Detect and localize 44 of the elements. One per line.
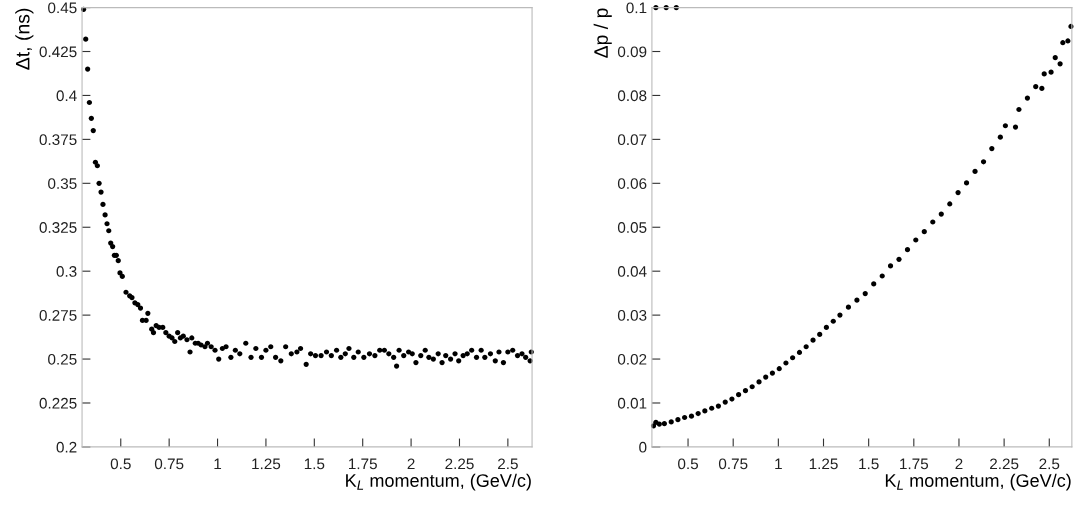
y-axis-title: Δt, (ns) [15, 8, 34, 70]
x-tick-label: 1.75 [900, 458, 929, 470]
x-tick-label: 2.5 [498, 458, 518, 470]
x-tick-label: 0.5 [678, 458, 699, 470]
y-tick-label: 0.03 [617, 309, 647, 321]
y-tick-label: 0.05 [617, 222, 647, 233]
x-tick-label: 1 [775, 458, 782, 470]
y-tick-label: 0.35 [48, 178, 77, 189]
y-tick-label: 0.01 [617, 397, 647, 409]
x-tick-label: 2.25 [445, 458, 474, 470]
y-tick-label: 0.425 [39, 46, 77, 58]
y-tick-label: 0.04 [617, 266, 647, 277]
x-tick-label: 1.5 [859, 458, 879, 470]
x-tick-label: 2 [955, 458, 963, 470]
x-tick-label: 0.75 [154, 458, 184, 470]
x-tick-label: 0.75 [718, 458, 748, 470]
y-tick-label: 0.4 [56, 90, 77, 102]
y-axis-title: Δp / p [593, 8, 612, 58]
y-tick-label: 0.325 [39, 222, 77, 233]
y-tick-label: 0.09 [617, 46, 647, 58]
x-tick-label: 1.75 [349, 458, 377, 470]
y-tick-label: 0.07 [617, 134, 647, 146]
y-tick-label: 0.225 [39, 397, 77, 409]
x-tick-label: 0.5 [110, 458, 131, 470]
x-tick-label: 1 [214, 458, 222, 470]
y-tick-label: 0.08 [617, 90, 647, 102]
y-tick-label: 0.02 [617, 353, 647, 365]
y-tick-label: 0.3 [56, 266, 77, 277]
x-tick-label: 1.25 [809, 458, 838, 470]
y-tick-label: 0.45 [48, 2, 77, 14]
x-tick-label: 2.25 [990, 458, 1019, 470]
y-tick-label: 0 [639, 441, 647, 453]
x-axis-title: K$_{L}$ momentum, (GeV/c) [885, 473, 1071, 491]
x-axis-title: K$_{L}$ momentum, (GeV/c) [346, 473, 531, 491]
y-tick-label: 0.1 [626, 2, 647, 14]
y-tick-label: 0.275 [39, 309, 77, 321]
y-tick-label: 0.25 [48, 353, 77, 365]
y-tick-label: 0.375 [39, 134, 77, 146]
x-tick-label: 2 [407, 458, 415, 470]
x-tick-label: 1.25 [252, 458, 281, 470]
x-tick-label: 2.5 [1039, 458, 1060, 470]
y-tick-label: 0.2 [56, 441, 77, 453]
x-tick-label: 1.5 [304, 458, 325, 470]
y-tick-label: 0.06 [617, 178, 647, 189]
